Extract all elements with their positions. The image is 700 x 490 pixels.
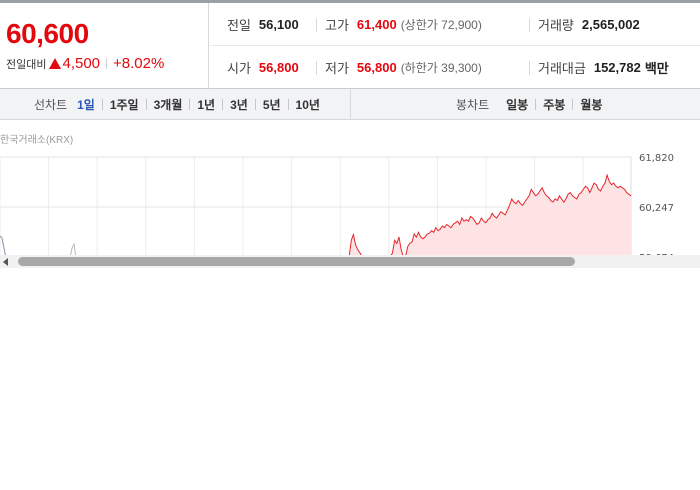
stats-table: 전일 56,100 고가 61,400 (상한가 72,900) 거래량 2,5…	[210, 3, 700, 89]
y-tick-label: 60,247	[639, 203, 674, 214]
divider	[572, 99, 574, 110]
period-10y[interactable]: 10년	[295, 98, 320, 112]
scroll-left-arrow-icon[interactable]	[3, 258, 8, 266]
up-triangle-icon	[49, 58, 62, 69]
divider	[316, 61, 317, 75]
divider	[287, 99, 289, 110]
divider	[222, 99, 224, 110]
stat-label: 거래대금	[538, 61, 586, 76]
stats-row: 시가 56,800 저가 56,800 (하한가 39,300) 거래대금 15…	[210, 46, 700, 89]
top-border	[0, 0, 700, 3]
upper-limit: (상한가 72,900)	[401, 16, 482, 33]
candle-monthly[interactable]: 월봉	[580, 98, 603, 112]
period-3m[interactable]: 3개월	[153, 98, 183, 112]
lower-limit-label: (하한가	[400, 61, 438, 75]
period-1w[interactable]: 1주일	[109, 98, 139, 112]
lower-limit-value: 39,300	[441, 61, 478, 75]
upper-limit-label: (상한가	[400, 18, 438, 32]
change-label: 전일대비	[6, 58, 47, 71]
y-tick-label: 61,820	[639, 153, 674, 164]
lower-limit-close: )	[477, 61, 482, 75]
stat-value: 61,400	[356, 17, 397, 32]
stats-row: 전일 56,100 고가 61,400 (상한가 72,900) 거래량 2,5…	[210, 3, 700, 46]
candle-daily[interactable]: 일봉	[506, 98, 529, 112]
stat-amount: 거래대금 152,782 백만	[538, 46, 669, 89]
chart-plot	[0, 173, 632, 258]
divider	[106, 58, 108, 69]
prev-session-trace	[69, 242, 77, 258]
divider	[529, 61, 530, 75]
stat-value: 56,100	[258, 17, 299, 32]
stat-unit: 백만	[644, 61, 669, 76]
divider	[316, 18, 317, 32]
stat-value: 56,800	[258, 60, 299, 75]
stat-value: 56,800	[356, 60, 397, 75]
upper-limit-close: )	[477, 18, 482, 32]
chart-source-label: 한국거래소(KRX)	[0, 135, 74, 146]
divider	[189, 99, 191, 110]
line-chart-title: 선차트	[34, 98, 68, 112]
divider	[529, 18, 530, 32]
stock-summary: 60,600 전일대비 4,500 +8.02% 전일 56,100 고가 61…	[0, 3, 700, 89]
stat-high: 고가 61,400 (상한가 72,900)	[325, 3, 482, 46]
period-5y[interactable]: 5년	[262, 98, 281, 112]
candle-chart-periods: 봉차트 일봉 주봉 월봉	[352, 89, 700, 120]
change-amount: 4,500	[62, 55, 101, 72]
stat-value: 152,782	[593, 60, 641, 75]
divider	[254, 99, 256, 110]
line-chart-periods: 선차트 1일 1주일 3개월 1년 3년 5년 10년	[0, 89, 351, 120]
divider	[145, 99, 147, 110]
chart-horizontal-scrollbar[interactable]	[0, 255, 700, 268]
prev-session-trace	[0, 235, 7, 258]
stat-volume: 거래량 2,565,002	[538, 3, 640, 46]
change-row: 전일대비 4,500 +8.02%	[6, 55, 164, 72]
divider	[535, 99, 537, 110]
current-price: 60,600	[6, 18, 89, 49]
stat-low: 저가 56,800 (하한가 39,300)	[325, 46, 482, 89]
stat-label: 고가	[325, 18, 349, 33]
stat-label: 전일	[227, 18, 251, 33]
period-3y[interactable]: 3년	[230, 98, 248, 112]
lower-limit: (하한가 39,300)	[401, 59, 482, 76]
candle-weekly[interactable]: 주봉	[543, 98, 566, 112]
change-percent: +8.02%	[113, 55, 165, 72]
candle-chart-title: 봉차트	[456, 98, 490, 112]
upper-limit-value: 72,900	[441, 18, 478, 32]
stat-open: 시가 56,800	[227, 46, 299, 89]
price-area-fill	[0, 175, 631, 258]
stat-label: 저가	[325, 61, 349, 76]
period-1y[interactable]: 1년	[197, 98, 216, 112]
price-box: 60,600 전일대비 4,500 +8.02%	[0, 3, 209, 89]
chart-toolbar: 선차트 1일 1주일 3개월 1년 3년 5년 10년 봉차트 일봉 주봉 월봉	[0, 89, 700, 120]
divider	[101, 99, 103, 110]
scrollbar-thumb[interactable]	[18, 257, 575, 266]
period-1d[interactable]: 1일	[77, 98, 95, 112]
stat-prev-close: 전일 56,100	[227, 3, 299, 46]
stat-label: 시가	[227, 61, 251, 76]
stat-value: 2,565,002	[581, 17, 640, 32]
stat-label: 거래량	[538, 18, 574, 33]
